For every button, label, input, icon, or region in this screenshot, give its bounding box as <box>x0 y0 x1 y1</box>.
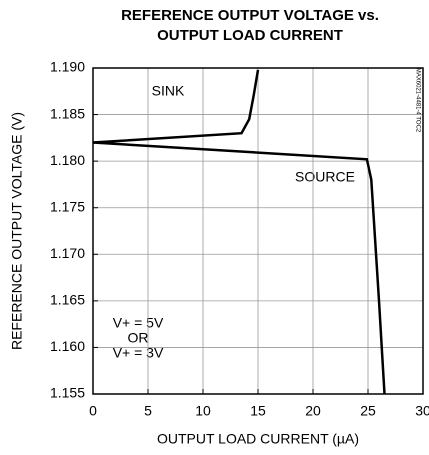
data-line <box>92 69 260 144</box>
y-tick-label: 1.190 <box>50 59 85 75</box>
series-label: SINK <box>152 83 185 99</box>
plot-frame <box>92 67 424 395</box>
y-tick-label: 1.165 <box>50 292 85 308</box>
x-tick-label: 30 <box>415 403 429 419</box>
annotation: V+ = 3V <box>113 345 164 361</box>
y-tick-label: 1.180 <box>50 152 85 168</box>
annotation: V+ = 5V <box>113 315 164 331</box>
y-tick-label: 1.155 <box>50 385 85 401</box>
y-tick-label: 1.160 <box>50 338 85 354</box>
annotation: MAX6021-4481-4 TOC2 <box>414 68 420 133</box>
x-tick-label: 5 <box>144 403 152 419</box>
data-line <box>92 141 386 395</box>
chart-title: REFERENCE OUTPUT VOLTAGE vs. <box>121 7 379 24</box>
x-tick-label: 10 <box>195 403 211 419</box>
y-axis-label: REFERENCE OUTPUT VOLTAGE (V) <box>9 112 25 350</box>
x-tick-label: 25 <box>360 403 376 419</box>
y-tick-label: 1.175 <box>50 198 85 214</box>
y-tick-label: 1.185 <box>50 105 85 121</box>
y-tick-label: 1.170 <box>50 245 85 261</box>
series-label: SOURCE <box>295 169 355 185</box>
annotation: OR <box>128 330 149 346</box>
x-tick-label: 20 <box>305 403 321 419</box>
x-axis-label: OUTPUT LOAD CURRENT (µA) <box>157 431 359 447</box>
chart-title: OUTPUT LOAD CURRENT <box>157 27 343 44</box>
x-tick-label: 15 <box>250 403 266 419</box>
x-tick-label: 0 <box>89 403 97 419</box>
